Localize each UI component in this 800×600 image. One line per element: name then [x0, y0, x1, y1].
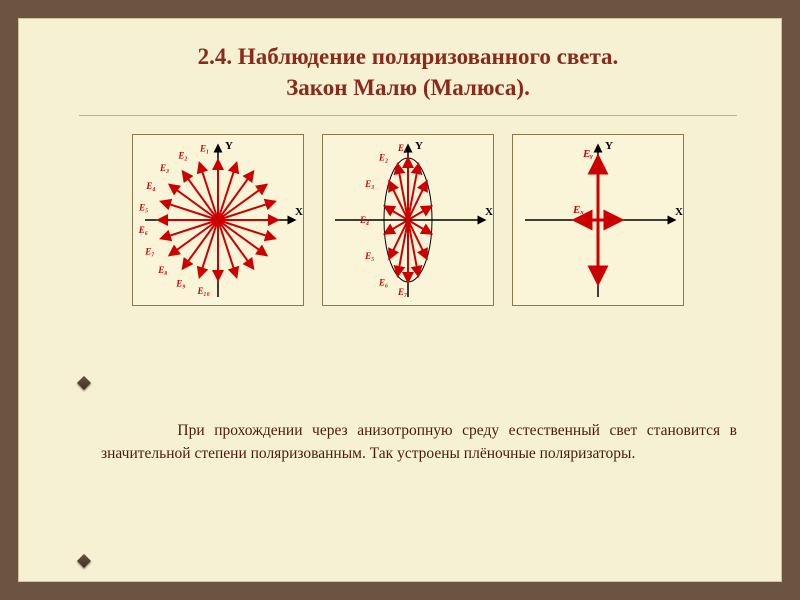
diagrams-row: X Y E₁E₂E₃E₄E₅E₆E₇E₈E₉E₁₀ — [79, 134, 737, 306]
axis-y-label: Y — [415, 140, 423, 152]
svg-text:E₃: E₃ — [364, 179, 374, 189]
slide-card: 2.4. Наблюдение поляризованного света. З… — [18, 18, 782, 582]
paragraph-1: При прохождении через анизотропную среду… — [79, 373, 737, 489]
diagram-partial-polarized: X Y E₁ E₂ E₃ E₄ E₅ E₆ E₇ — [322, 134, 494, 306]
diagram-components: X Y Eₓ Eᵧ — [512, 134, 684, 306]
svg-text:E₁₀: E₁₀ — [196, 286, 209, 296]
axis-x-label: X — [675, 206, 683, 218]
axis-x-label: X — [485, 206, 493, 218]
svg-text:E₂: E₂ — [378, 153, 388, 163]
bullet-icon — [77, 376, 91, 390]
svg-text:E₈: E₈ — [157, 265, 167, 275]
svg-text:E₁: E₁ — [397, 143, 407, 153]
svg-text:E₂: E₂ — [177, 150, 187, 160]
svg-text:E₉: E₉ — [175, 279, 185, 289]
svg-text:E₅: E₅ — [364, 251, 374, 261]
axis-y-label: Y — [225, 140, 233, 152]
svg-text:E₅: E₅ — [138, 203, 148, 213]
label-ey: Eᵧ — [582, 148, 593, 160]
svg-text:E₁: E₁ — [199, 144, 209, 154]
title-line-2: Закон Малю (Малюса). — [79, 72, 737, 103]
title-divider — [79, 115, 737, 116]
body-text: При прохождении через анизотропную среду… — [79, 326, 737, 600]
axis-y-label: Y — [605, 140, 613, 152]
svg-text:E₆: E₆ — [378, 277, 388, 287]
label-ex: Eₓ — [572, 204, 584, 216]
title-line-1: 2.4. Наблюдение поляризованного света. — [79, 41, 737, 72]
svg-text:E₆: E₆ — [138, 225, 148, 235]
paragraph-2: Кроме естественной анизотропии кристалло… — [79, 551, 737, 600]
svg-text:E₃: E₃ — [159, 163, 169, 173]
svg-text:E₄: E₄ — [359, 215, 369, 225]
axis-x-label: X — [295, 206, 303, 218]
slide-title: 2.4. Наблюдение поляризованного света. З… — [79, 41, 737, 103]
diagram-natural-light: X Y E₁ E₂ E₃ E₄ E₅ E₆ E₇E₈ E₉ E₁₀ — [132, 134, 304, 306]
svg-text:E₇: E₇ — [144, 247, 154, 257]
bullet-icon — [77, 554, 91, 568]
slide-outer-frame: 2.4. Наблюдение поляризованного света. З… — [0, 0, 800, 600]
paragraph-1-text: При прохождении через анизотропную среду… — [101, 422, 741, 462]
svg-text:E₇: E₇ — [397, 287, 407, 297]
svg-text:E₄: E₄ — [145, 181, 155, 191]
